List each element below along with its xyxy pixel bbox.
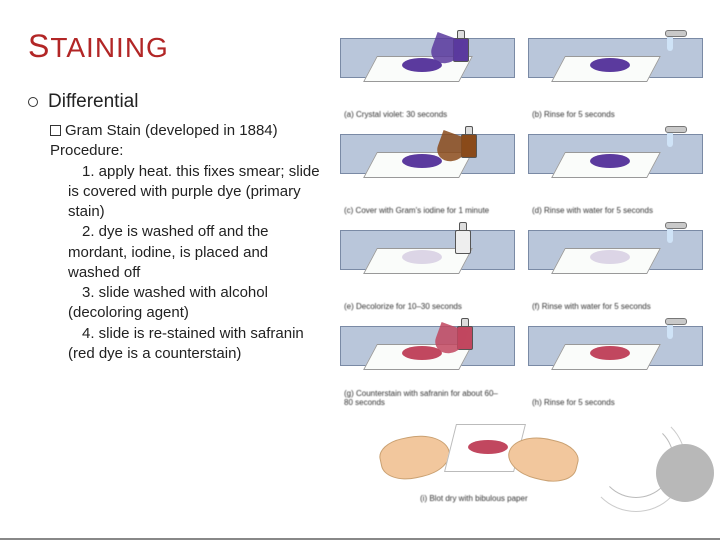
panel-b: (b) Rinse for 5 seconds [528,32,703,120]
caption-c: (c) Cover with Gram's iodine for 1 minut… [344,207,504,216]
smear [590,250,630,264]
intro-text: Gram Stain (developed in 1884) [65,122,278,139]
panel-g: (g) Counterstain with safranin for about… [340,320,515,408]
smear [468,440,508,454]
caption-b: (b) Rinse for 5 seconds [532,111,692,120]
smear [590,154,630,168]
hand-icon [376,429,453,485]
caption-f: (f) Rinse with water for 5 seconds [532,303,692,312]
bullet-row: Differential [28,91,320,113]
body-text: Gram Stain (developed in 1884) Procedure… [28,121,320,364]
smear [590,346,630,360]
step-3: 3. slide washed with alcohol (decoloring… [50,283,320,324]
subheading: Differential [48,91,138,113]
caption-g: (g) Counterstain with safranin for about… [344,390,504,408]
checkbox-icon [50,125,61,136]
bottle-icon [452,220,474,258]
faucet-icon [665,218,689,242]
panel-c: (c) Cover with Gram's iodine for 1 minut… [340,128,515,216]
caption-d: (d) Rinse with water for 5 seconds [532,207,692,216]
faucet-icon [665,26,689,50]
faucet-icon [665,314,689,338]
slide: SSTAININGTAINING Differential Gram Stain… [0,0,720,540]
caption-a: (a) Crystal violet: 30 seconds [344,111,504,120]
panel-h: (h) Rinse for 5 seconds [528,320,703,408]
panel-a: (a) Crystal violet: 30 seconds [340,32,515,120]
caption-h: (h) Rinse for 5 seconds [532,399,692,408]
smear [402,154,442,168]
panel-f: (f) Rinse with water for 5 seconds [528,224,703,312]
step-2: 2. dye is washed off and the mordant, io… [50,222,320,283]
panel-d: (d) Rinse with water for 5 seconds [528,128,703,216]
smear [590,58,630,72]
step-4: 4. slide is re-stained with safranin (re… [50,324,320,365]
decor-circle [656,444,714,502]
text-column: Differential Gram Stain (developed in 18… [28,91,328,364]
step-1: 1. apply heat. this fixes smear; slide i… [50,162,320,223]
bullet-icon [28,97,38,107]
faucet-icon [665,122,689,146]
caption-e: (e) Decolorize for 10–30 seconds [344,303,504,312]
panel-e: (e) Decolorize for 10–30 seconds [340,224,515,312]
smear [402,250,442,264]
procedure-label: Procedure: [50,142,123,159]
